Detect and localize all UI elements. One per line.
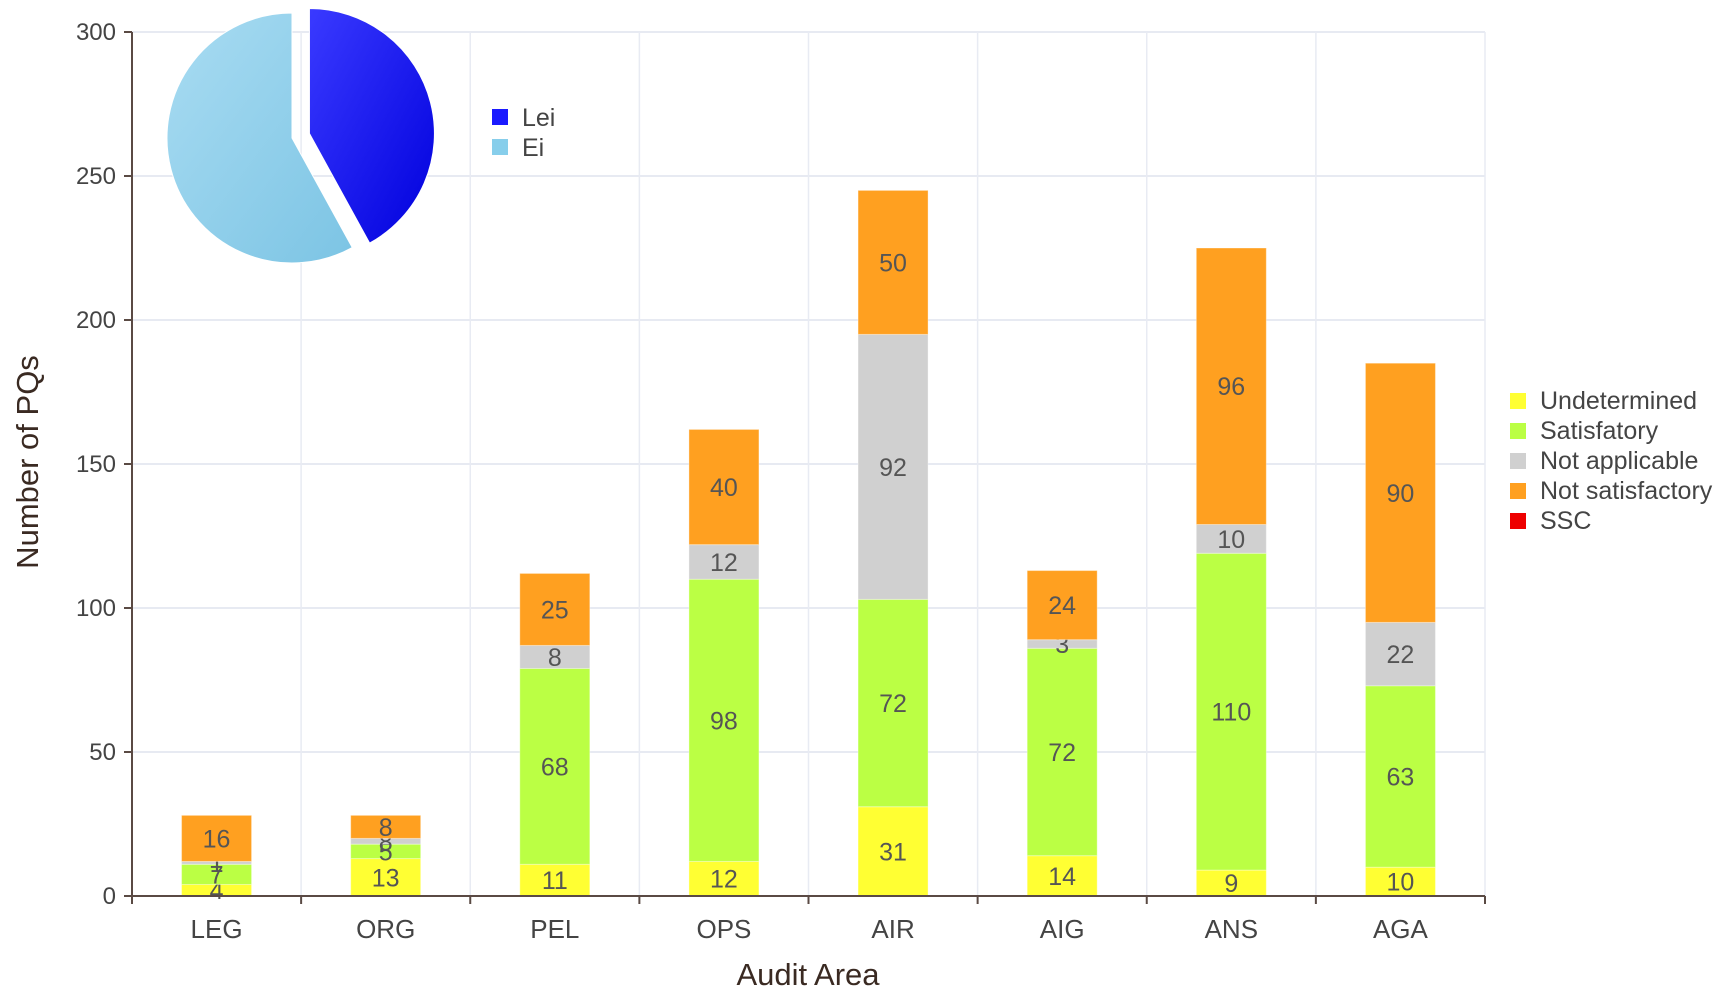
data-label: 25 xyxy=(541,596,569,624)
legend-entry: Undetermined xyxy=(1540,387,1697,415)
x-axis-title: Audit Area xyxy=(736,957,880,992)
data-label: 9 xyxy=(1224,870,1238,898)
bar-segment xyxy=(1195,552,1267,871)
pie-legend-swatch xyxy=(492,139,508,155)
legend-entry: SSC xyxy=(1540,507,1591,535)
legend-entry: Not satisfactory xyxy=(1540,477,1713,505)
y-tick-label: 250 xyxy=(76,163,116,190)
pie-legend-entry: Ei xyxy=(522,134,544,162)
bar-segment xyxy=(519,572,591,646)
data-label: 96 xyxy=(1217,373,1245,401)
data-label: 68 xyxy=(541,753,569,781)
data-label: 72 xyxy=(879,690,907,718)
bar-segment xyxy=(350,814,422,839)
pie-legend-entry: Lei xyxy=(522,104,555,132)
data-label: 12 xyxy=(710,866,738,894)
bar-segment xyxy=(1195,523,1267,554)
legend-entry: Satisfatory xyxy=(1540,417,1659,445)
x-tick-label: AGA xyxy=(1373,914,1429,944)
bar-segment xyxy=(857,189,929,335)
data-label: 90 xyxy=(1387,480,1415,508)
y-tick-label: 150 xyxy=(76,451,116,478)
bars-layer: 4711613588116882512981240317292501472324… xyxy=(181,189,1436,905)
bar-segment xyxy=(181,814,253,862)
data-label: 14 xyxy=(1048,863,1076,891)
bar-segment xyxy=(1026,570,1098,641)
x-tick-label: LEG xyxy=(191,914,243,944)
x-tick-label: PEL xyxy=(530,914,579,944)
bar-segment xyxy=(688,544,760,580)
data-label: 31 xyxy=(879,838,907,866)
y-tick-label: 0 xyxy=(103,883,116,910)
data-label: 72 xyxy=(1048,739,1076,767)
y-axis-title: Number of PQs xyxy=(10,355,45,569)
data-label: 12 xyxy=(710,549,738,577)
bar-segment xyxy=(350,837,422,845)
data-label: 63 xyxy=(1387,763,1415,791)
axis-layer: 0 50 100 150 200 250 300 LEG ORG PEL OPS AIR AIG ANS A… xyxy=(76,19,1486,944)
bar-segment xyxy=(1026,647,1098,857)
data-label: 7 xyxy=(210,861,224,889)
pie-slice xyxy=(166,12,353,264)
pie-slice xyxy=(308,8,435,244)
data-label: 13 xyxy=(372,864,400,892)
x-tick-label: AIG xyxy=(1040,914,1085,944)
data-label: 10 xyxy=(1387,869,1415,897)
legend-swatch xyxy=(1510,393,1526,409)
bar-segment xyxy=(519,667,591,865)
data-label: 98 xyxy=(710,707,738,735)
x-tick-label: ANS xyxy=(1205,914,1258,944)
bar-segment xyxy=(1364,685,1436,868)
data-label: 11 xyxy=(542,867,568,895)
y-tick-label: 300 xyxy=(76,19,116,46)
legend-swatch xyxy=(1510,483,1526,499)
data-label: 110 xyxy=(1211,699,1251,727)
bar-segment xyxy=(1195,247,1267,525)
legend-swatch xyxy=(1510,453,1526,469)
data-label: 8 xyxy=(548,644,562,672)
x-tick-label: OPS xyxy=(696,914,751,944)
y-tick-label: 50 xyxy=(89,739,116,766)
bar-segment xyxy=(857,333,929,600)
bar-segment xyxy=(519,863,591,897)
legend-entry: Not applicable xyxy=(1540,447,1698,475)
x-tick-label: AIR xyxy=(871,914,914,944)
bar-segment xyxy=(1364,362,1436,623)
y-tick-label: 100 xyxy=(76,595,116,622)
legend-swatch xyxy=(1510,423,1526,439)
y-tick-label: 200 xyxy=(76,307,116,334)
data-label: 5 xyxy=(379,838,393,866)
data-label: 10 xyxy=(1217,526,1245,554)
bar-segment xyxy=(857,806,929,897)
data-label: 40 xyxy=(710,474,738,502)
bar-segment xyxy=(688,578,760,862)
data-label: 92 xyxy=(879,454,907,482)
bar-segment xyxy=(1364,621,1436,687)
data-label: 24 xyxy=(1048,592,1076,620)
pie-legend-swatch xyxy=(492,109,508,125)
data-label: 16 xyxy=(203,825,231,853)
x-tick-label: ORG xyxy=(356,914,415,944)
data-label: 22 xyxy=(1387,641,1415,669)
data-label: 8 xyxy=(379,814,393,842)
data-label: 50 xyxy=(879,249,907,277)
bar-segment xyxy=(857,598,929,808)
legend-swatch xyxy=(1510,513,1526,529)
bar-segment xyxy=(688,428,760,546)
bar-segment xyxy=(1195,869,1267,897)
